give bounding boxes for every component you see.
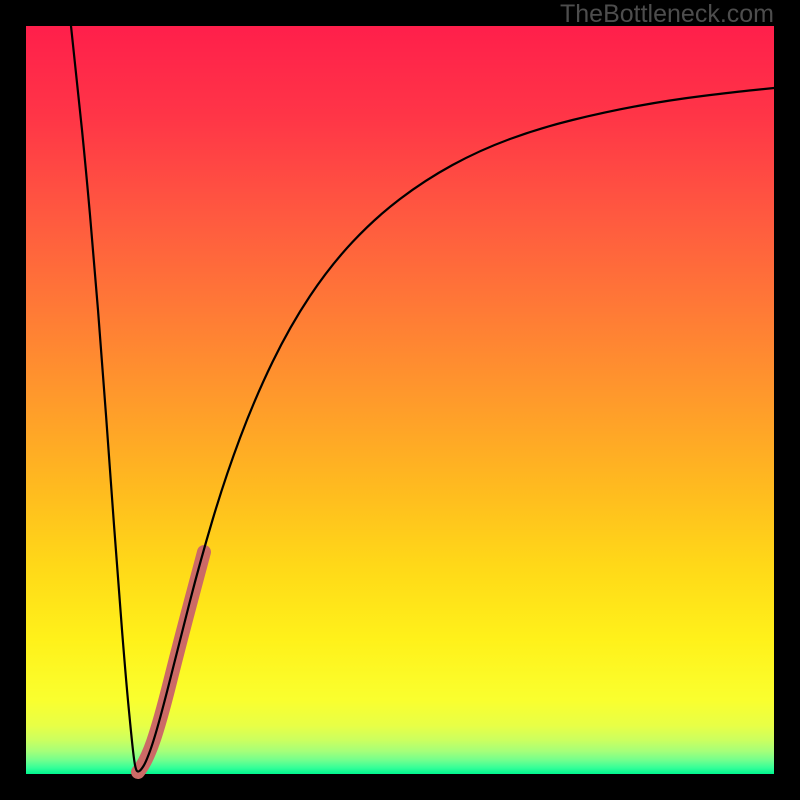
- chart-stage: TheBottleneck.com: [0, 0, 800, 800]
- curve-overlay: [0, 0, 800, 800]
- watermark-text: TheBottleneck.com: [560, 0, 774, 29]
